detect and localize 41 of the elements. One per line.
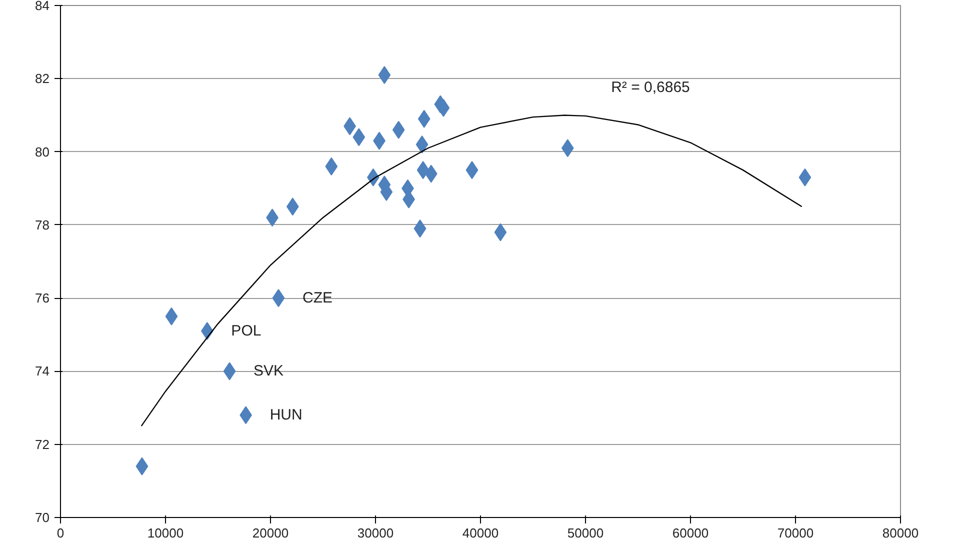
point — [798, 168, 812, 186]
x-tick-label: 0 — [56, 526, 64, 540]
point — [325, 157, 338, 176]
y-tick-label: 76 — [35, 290, 50, 306]
point — [466, 161, 478, 180]
point — [165, 307, 178, 326]
x-tick-label: 50000 — [567, 526, 604, 540]
y-tick-label: 72 — [35, 436, 50, 452]
x-tick-label: 10000 — [147, 526, 184, 540]
x-tick-label: 80000 — [882, 526, 919, 540]
point — [378, 66, 391, 84]
y-tick-label: 70 — [35, 510, 50, 525]
annotation: CZE — [302, 290, 332, 307]
point — [494, 223, 507, 242]
point — [352, 128, 366, 146]
y-tick-label: 82 — [35, 71, 50, 86]
y-tick-label: 78 — [35, 217, 50, 232]
point — [223, 362, 236, 380]
point — [286, 198, 299, 216]
y-tick-label: 80 — [35, 144, 50, 160]
x-tick-label: 60000 — [672, 526, 709, 540]
point — [424, 164, 438, 183]
x-tick-label: 40000 — [462, 526, 499, 540]
point — [392, 120, 405, 139]
point — [414, 220, 426, 238]
y-tick-label: 74 — [35, 364, 50, 379]
annotation: POL — [231, 322, 262, 340]
annotation: R² = 0,6865 — [611, 79, 690, 96]
point — [136, 457, 148, 476]
line-series — [140, 114, 802, 427]
x-tick-label: 70000 — [777, 526, 814, 540]
point — [561, 139, 574, 158]
annotation: SVK — [254, 362, 284, 380]
point — [272, 289, 285, 308]
x-tick-label: 20000 — [252, 526, 289, 540]
annotation: HUN — [270, 406, 302, 424]
point — [416, 135, 428, 154]
y-tick-label: 84 — [35, 0, 50, 13]
point — [416, 161, 430, 180]
x-tick-label: 30000 — [357, 526, 394, 540]
point — [418, 110, 430, 128]
